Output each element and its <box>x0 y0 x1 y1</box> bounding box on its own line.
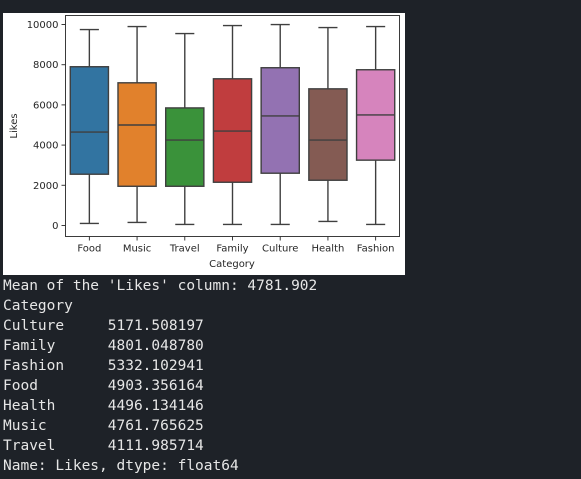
console-line: Travel 4111.985714 <box>3 438 204 454</box>
box-health <box>308 26 348 223</box>
x-tick-label: Travel <box>169 244 200 255</box>
y-tick-label: 8000 <box>33 60 58 71</box>
console-line: Mean of the 'Likes' column: 4781.902 <box>3 278 318 294</box>
y-tick-label: 10000 <box>27 20 59 31</box>
box-body <box>69 66 110 175</box>
console-line: Fashion 5332.102941 <box>3 358 204 374</box>
x-tick-label: Culture <box>262 244 298 255</box>
box-music <box>117 25 157 224</box>
box-culture <box>260 23 300 226</box>
console-line: Food 4903.356164 <box>3 378 204 394</box>
x-axis: Food Music Travel Family Culture Health Fashio… <box>77 236 395 255</box>
y-tick-label: 4000 <box>33 141 58 152</box>
boxplot-chart: 0 2000 4000 6000 8000 10000 Food Music Travel Fa… <box>9 15 400 270</box>
y-tick-label: 0 <box>52 221 58 232</box>
y-tick-label: 6000 <box>33 100 58 111</box>
console-line: Culture 5171.508197 <box>3 318 204 334</box>
box-series <box>69 23 396 226</box>
x-tick-label: Fashion <box>357 244 395 255</box>
console-line: Health 4496.134146 <box>3 398 204 414</box>
x-tick-label: Health <box>312 244 345 255</box>
x-tick-label: Food <box>77 244 101 255</box>
y-axis: 0 2000 4000 6000 8000 10000 <box>27 20 66 232</box>
x-axis-label: Category <box>209 259 255 270</box>
box-food <box>69 28 110 225</box>
x-tick-label: Family <box>216 244 248 255</box>
y-tick-label: 2000 <box>33 181 58 192</box>
box-body <box>164 107 205 187</box>
x-tick-label: Music <box>123 244 151 255</box>
y-axis-label: Likes <box>9 113 20 138</box>
box-body <box>117 82 157 187</box>
box-body <box>308 88 348 181</box>
box-fashion <box>355 25 396 226</box>
box-family <box>212 24 253 226</box>
box-body <box>260 67 300 174</box>
boxplot-figure: 0 2000 4000 6000 8000 10000 Food Music Travel Fa… <box>3 13 405 275</box>
console-line: Family 4801.048780 <box>3 338 204 354</box>
console-line: Category <box>3 298 73 314</box>
console-output: Mean of the 'Likes' column: 4781.902 Cate… <box>3 276 578 476</box>
box-travel <box>164 32 205 226</box>
console-line: Music 4761.765625 <box>3 418 204 434</box>
console-line: Name: Likes, dtype: float64 <box>3 458 239 474</box>
